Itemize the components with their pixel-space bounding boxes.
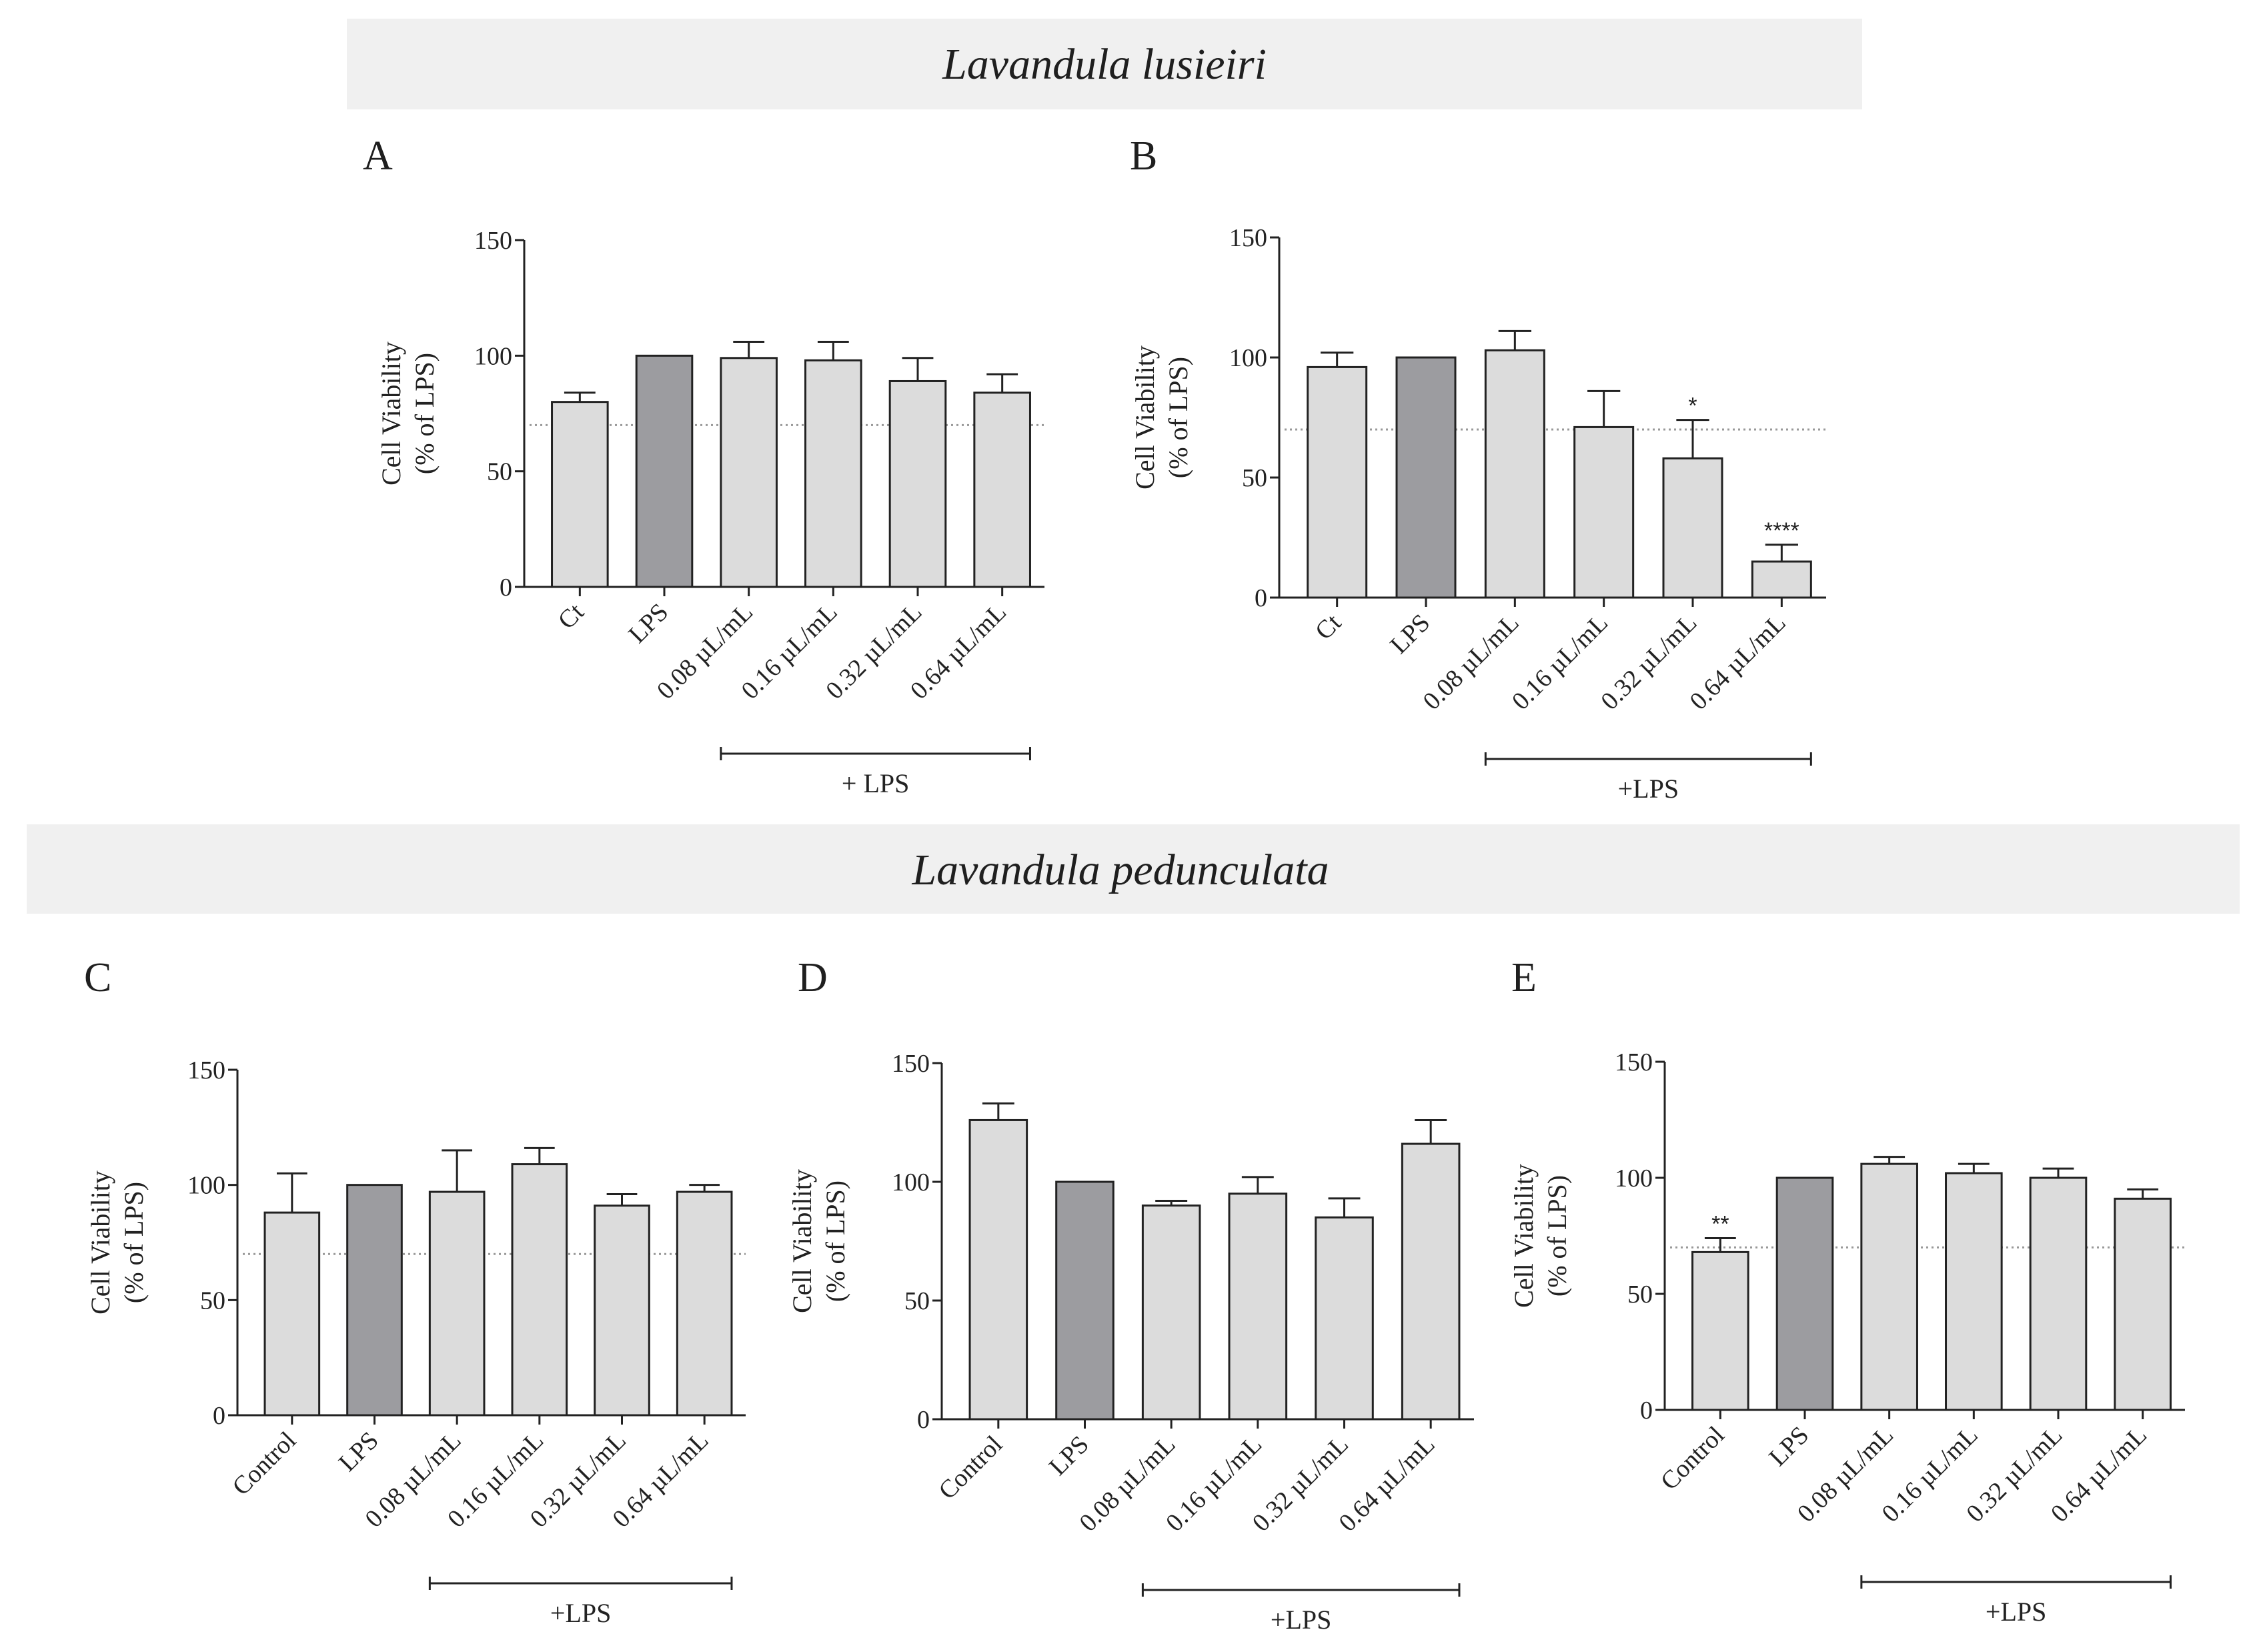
section-title-lusieiri: Lavandula lusieiri — [942, 40, 1267, 89]
bar-d-1 — [1055, 1180, 1114, 1421]
x-tick-label-e-1: LPS — [1763, 1421, 1814, 1472]
y-axis-label-c: Cell Viability — [85, 1170, 115, 1315]
bar-d-2 — [1141, 1204, 1201, 1421]
bar-a-2 — [720, 357, 778, 588]
bar-c-1 — [346, 1184, 403, 1417]
bar-a-1 — [635, 354, 694, 588]
y-axis-label-a: Cell Viability — [376, 341, 406, 486]
panel-label-c: C — [84, 955, 111, 1000]
group-label-a: + LPS — [842, 768, 909, 798]
bar-c-3 — [511, 1163, 568, 1417]
y-axis-label-unit-b: (% of LPS) — [1163, 357, 1193, 478]
bar-b-4 — [1662, 457, 1723, 599]
y-tick-label-e-3: 150 — [1615, 1048, 1653, 1076]
significance-b-4: * — [1688, 393, 1697, 419]
x-tick-label-b-1: LPS — [1385, 609, 1435, 660]
x-tick-label-b-3: 0.16 µL/mL — [1507, 609, 1613, 716]
y-tick-label-e-2: 100 — [1615, 1164, 1653, 1192]
bar-b-3 — [1573, 426, 1635, 599]
bar-b-0 — [1307, 365, 1368, 599]
bar-b-5 — [1751, 560, 1812, 599]
bar-b-1 — [1395, 356, 1457, 599]
y-tick-label-a-1: 50 — [487, 458, 512, 486]
bar-e-1 — [1775, 1176, 1834, 1411]
x-tick-label-e-0: Control — [1655, 1421, 1730, 1496]
significance-b-5: **** — [1764, 518, 1799, 544]
x-tick-label-b-2: 0.08 µL/mL — [1418, 609, 1525, 716]
y-axis-label-b: Cell Viability — [1130, 345, 1160, 490]
bar-a-5 — [973, 391, 1031, 588]
y-tick-label-b-1: 50 — [1242, 464, 1267, 492]
y-tick-label-a-3: 150 — [474, 227, 512, 255]
y-tick-label-c-1: 50 — [200, 1287, 225, 1315]
y-tick-label-a-2: 100 — [474, 342, 512, 370]
bar-d-3 — [1228, 1192, 1288, 1421]
y-axis-label-unit-c: (% of LPS) — [119, 1182, 149, 1303]
y-tick-label-b-3: 150 — [1229, 224, 1267, 252]
bar-d-4 — [1315, 1216, 1374, 1421]
bar-b-2 — [1484, 349, 1545, 599]
y-axis-label-unit-e: (% of LPS) — [1542, 1175, 1572, 1297]
y-tick-label-d-1: 50 — [904, 1287, 930, 1315]
x-tick-label-a-0: Ct — [553, 598, 590, 634]
group-label-c: +LPS — [550, 1598, 611, 1628]
y-tick-label-d-2: 100 — [892, 1168, 930, 1196]
y-tick-label-e-0: 0 — [1640, 1397, 1653, 1425]
y-tick-label-a-0: 0 — [500, 574, 512, 602]
bar-e-5 — [2114, 1197, 2172, 1411]
bar-a-3 — [804, 359, 862, 588]
y-tick-label-e-1: 50 — [1627, 1281, 1653, 1309]
y-axis-label-e: Cell Viability — [1509, 1164, 1539, 1308]
bar-a-0 — [551, 401, 609, 588]
x-tick-label-b-4: 0.32 µL/mL — [1595, 609, 1702, 716]
bar-d-0 — [968, 1118, 1028, 1421]
bar-c-4 — [594, 1204, 650, 1417]
x-tick-label-b-0: Ct — [1310, 608, 1347, 645]
group-label-b: +LPS — [1618, 774, 1679, 804]
section-band-lusieiri — [347, 19, 1862, 109]
panel-label-e: E — [1511, 955, 1537, 1000]
y-tick-label-c-0: 0 — [213, 1402, 225, 1430]
bar-e-2 — [1860, 1162, 1918, 1411]
section-band-pedunculata — [27, 824, 2240, 914]
y-tick-label-d-0: 0 — [917, 1406, 930, 1434]
bar-e-0 — [1691, 1251, 1749, 1411]
bar-c-2 — [428, 1190, 486, 1417]
x-tick-label-b-5: 0.64 µL/mL — [1685, 609, 1791, 716]
y-axis-label-unit-a: (% of LPS) — [410, 353, 440, 474]
y-tick-label-b-0: 0 — [1255, 584, 1267, 612]
x-tick-label-d-1: LPS — [1044, 1431, 1094, 1481]
panel-label-d: D — [798, 955, 828, 1000]
bar-e-4 — [2029, 1176, 2088, 1411]
y-tick-label-c-2: 100 — [187, 1172, 225, 1200]
panel-label-b: B — [1130, 133, 1157, 179]
x-tick-label-c-1: LPS — [333, 1427, 384, 1477]
bar-e-3 — [1945, 1172, 2003, 1411]
x-tick-label-d-0: Control — [933, 1431, 1008, 1505]
y-tick-label-b-2: 100 — [1229, 344, 1267, 372]
x-tick-label-a-1: LPS — [623, 598, 674, 649]
panel-label-a: A — [363, 133, 393, 179]
group-label-e: +LPS — [1986, 1597, 2046, 1627]
bar-d-5 — [1401, 1142, 1461, 1421]
y-axis-label-unit-d: (% of LPS) — [820, 1180, 850, 1302]
y-tick-label-d-3: 150 — [892, 1050, 930, 1078]
bar-c-5 — [676, 1190, 733, 1417]
significance-e-0: ** — [1711, 1211, 1729, 1236]
section-title-pedunculata: Lavandula pedunculata — [911, 846, 1329, 894]
y-tick-label-c-3: 150 — [187, 1056, 225, 1084]
y-axis-label-d: Cell Viability — [787, 1169, 817, 1313]
bar-c-0 — [263, 1211, 321, 1417]
bar-a-4 — [888, 379, 947, 588]
group-label-d: +LPS — [1271, 1605, 1331, 1635]
x-tick-label-c-0: Control — [227, 1427, 301, 1501]
